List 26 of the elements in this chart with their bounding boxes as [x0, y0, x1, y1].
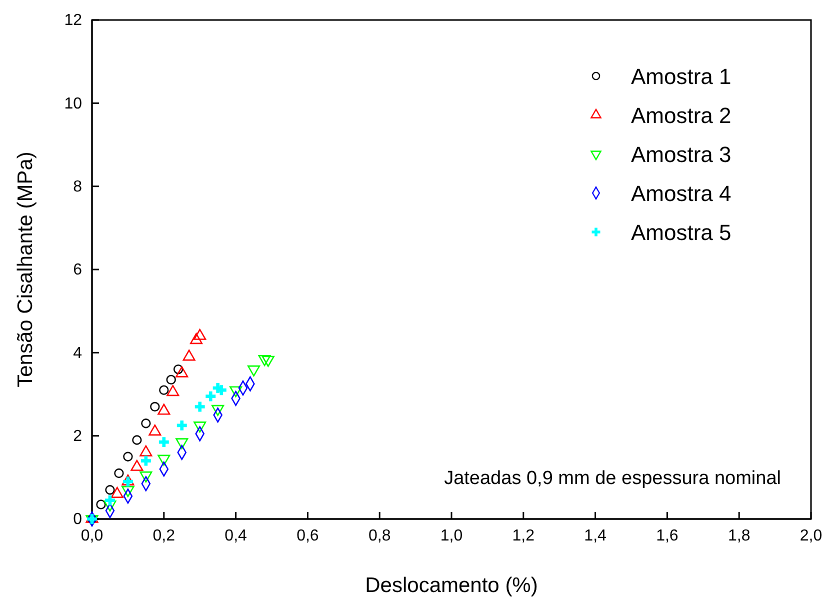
- legend-label: Amostra 2: [631, 103, 732, 128]
- x-tick-label: 0,2: [152, 527, 176, 544]
- x-tick-label: 1,2: [512, 527, 535, 544]
- x-tick-label: 1,4: [584, 527, 607, 544]
- x-tick-label: 0,4: [224, 527, 248, 544]
- y-axis-title: Tensão Cisalhante (MPa): [14, 152, 37, 388]
- x-tick-label: 2,0: [800, 527, 822, 544]
- legend-label: Amostra 5: [631, 220, 732, 245]
- legend-label: Amostra 3: [631, 142, 732, 167]
- x-axis-title: Deslocamento (%): [365, 574, 538, 597]
- legend-label: Amostra 1: [631, 64, 732, 89]
- legend-label: Amostra 4: [631, 181, 732, 206]
- x-tick-label: 0,8: [368, 527, 391, 544]
- y-tick-label: 8: [73, 178, 82, 196]
- y-tick-label: 6: [73, 262, 82, 279]
- y-tick-label: 0: [73, 511, 82, 528]
- x-tick-label: 0,0: [80, 527, 104, 544]
- y-tick-label: 12: [64, 12, 82, 30]
- x-tick-label: 1,8: [728, 527, 750, 544]
- x-tick-label: 1,6: [656, 527, 678, 544]
- annotation: Jateadas 0,9 mm de espessura nominal: [444, 468, 781, 489]
- x-tick-label: 1,0: [440, 527, 463, 544]
- y-tick-label: 2: [73, 428, 82, 445]
- x-tick-label: 0,6: [296, 527, 319, 544]
- y-tick-label: 4: [73, 344, 82, 362]
- y-tick-label: 10: [64, 95, 82, 112]
